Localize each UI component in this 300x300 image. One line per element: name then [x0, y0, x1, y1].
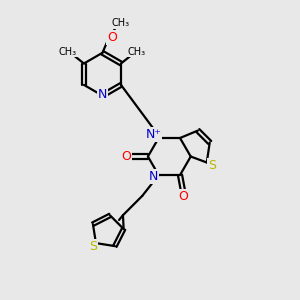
Text: O: O	[178, 190, 188, 203]
Text: CH₃: CH₃	[128, 46, 146, 57]
Text: CH₃: CH₃	[59, 46, 77, 57]
Text: O: O	[121, 150, 131, 163]
Text: N: N	[148, 170, 158, 183]
Text: CH₃: CH₃	[111, 18, 129, 28]
Text: S: S	[89, 240, 97, 253]
Text: S: S	[208, 159, 216, 172]
Text: O: O	[107, 31, 117, 44]
Text: N: N	[98, 88, 107, 101]
Text: N⁺: N⁺	[145, 128, 161, 141]
